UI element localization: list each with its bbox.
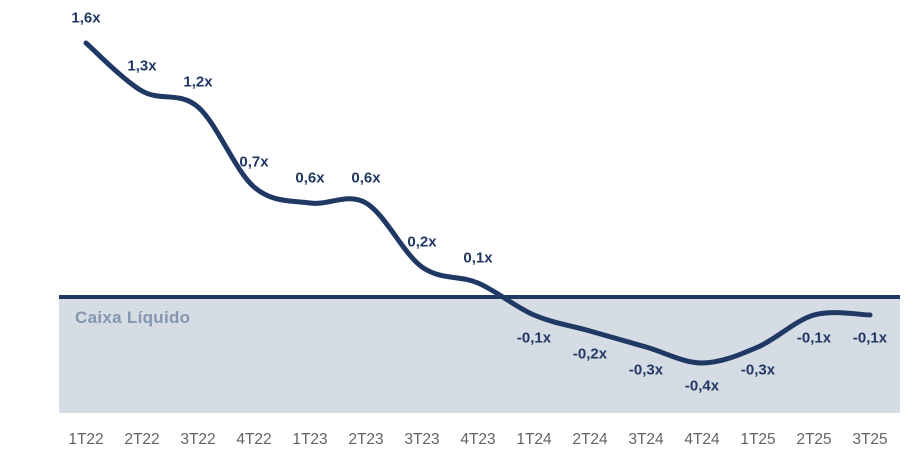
data-label: -0,3x [628, 361, 664, 379]
data-label: 0,6x [295, 169, 325, 187]
data-label: -0,3x [740, 361, 776, 379]
x-axis-label: 1T24 [516, 431, 552, 448]
x-axis-label: 1T25 [740, 431, 776, 448]
net-cash-label: Caixa Líquido [75, 308, 191, 327]
net-cash-region [59, 299, 900, 413]
series-line [83, 40, 873, 366]
data-label: -0,2x [572, 345, 608, 363]
data-label: 1,3x [127, 57, 157, 75]
x-axis-label: 1T23 [292, 431, 328, 448]
x-axis-label: 1T22 [68, 431, 104, 448]
data-label: -0,1x [796, 329, 832, 347]
x-axis-label: 3T24 [628, 431, 664, 448]
x-axis-label: 3T25 [852, 431, 888, 448]
x-axis-label: 4T22 [236, 431, 272, 448]
x-axis-label: 3T23 [404, 431, 440, 448]
data-label: 0,7x [239, 153, 269, 171]
x-axis-label: 4T24 [684, 431, 720, 448]
x-axis-label: 2T23 [348, 431, 384, 448]
x-axis-label: 3T22 [180, 431, 216, 448]
x-axis-label: 2T25 [796, 431, 832, 448]
data-label: -0,1x [852, 329, 888, 347]
data-label: -0,4x [684, 377, 720, 395]
data-label: 0,6x [351, 169, 381, 187]
x-axis-label: 2T22 [124, 431, 160, 448]
data-label: 1,6x [71, 9, 101, 27]
data-label: 0,2x [407, 233, 437, 251]
x-axis-label: 4T23 [460, 431, 496, 448]
data-label: 0,1x [463, 249, 493, 267]
data-label: -0,1x [516, 329, 552, 347]
x-axis-label: 2T24 [572, 431, 608, 448]
data-label: 1,2x [183, 73, 213, 91]
